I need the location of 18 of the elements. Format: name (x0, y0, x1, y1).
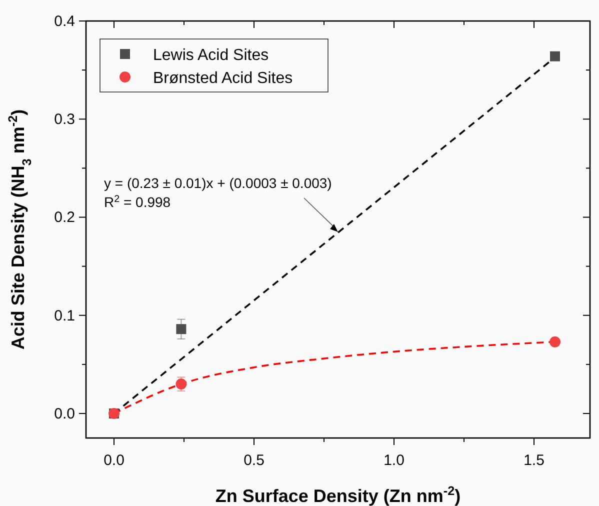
point (550, 336, 560, 348)
point (176, 378, 187, 390)
x-tick-label: 1.0 (384, 452, 404, 469)
y-tick-label: 0.0 (54, 405, 75, 422)
annotation: y = (0.23 ± 0.01)x + (0.0003 ± 0.003) (104, 175, 332, 191)
annotation: R$^{2}$ = 0.998 (104, 194, 171, 210)
y-tick-label: 0.1 (54, 307, 75, 324)
point (176, 324, 186, 334)
x-axis-title: Zn Surface Density (Zn nm$^{-2}$) (215, 484, 461, 506)
legend-label: Brønsted Acid Sites (153, 70, 293, 87)
legend-label: Lewis Acid Sites (153, 47, 269, 64)
point (550, 51, 560, 62)
y-tick-label: 0.4 (54, 13, 75, 30)
y-tick-label: 0.2 (54, 209, 75, 226)
x-tick-label: 0.0 (104, 452, 124, 469)
x-tick-label: 1.5 (524, 452, 544, 469)
y-tick-label: 0.3 (54, 111, 75, 128)
x-tick-label: 0.5 (244, 452, 264, 469)
